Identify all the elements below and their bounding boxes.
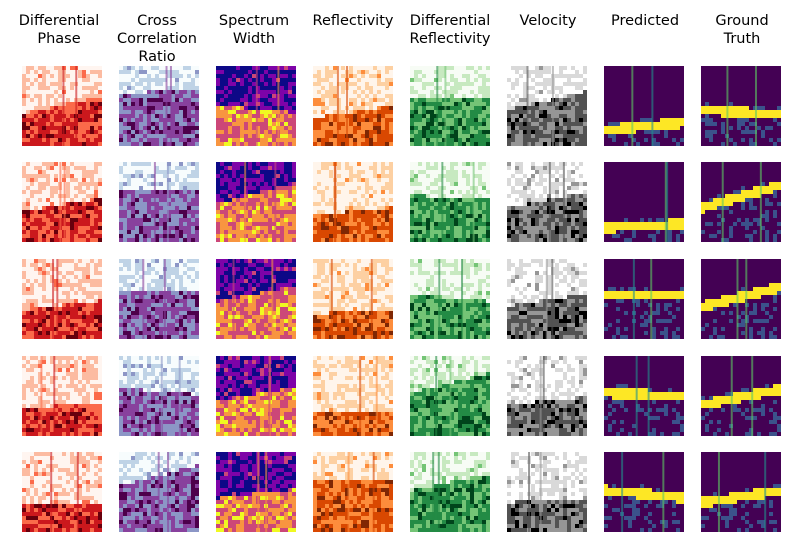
- panel-velocity-row-2: [507, 162, 587, 242]
- panel-image: [507, 452, 587, 532]
- panel-image: [410, 356, 490, 436]
- panel-differential-phase-row-5: [22, 452, 102, 532]
- panel-image: [216, 162, 296, 242]
- panel-reflectivity-row-1: [313, 66, 393, 146]
- panel-image: [22, 162, 102, 242]
- panel-reflectivity-row-3: [313, 259, 393, 339]
- panel-image: [604, 66, 684, 146]
- panel-image: [22, 66, 102, 146]
- header-reflectivity: Reflectivity: [312, 13, 394, 29]
- panel-reflectivity-row-2: [313, 162, 393, 242]
- panel-velocity-row-1: [507, 66, 587, 146]
- panel-velocity-row-3: [507, 259, 587, 339]
- panel-image: [22, 259, 102, 339]
- panel-predicted-row-5: [604, 452, 684, 532]
- panel-ground-truth-row-5: [701, 452, 781, 532]
- panel-velocity-row-4: [507, 356, 587, 436]
- panel-image: [313, 452, 393, 532]
- panel-predicted-row-4: [604, 356, 684, 436]
- panel-image: [701, 259, 781, 339]
- panel-differential-phase-row-2: [22, 162, 102, 242]
- panel-image: [119, 356, 199, 436]
- panel-spectrum-width-row-3: [216, 259, 296, 339]
- header-differential-reflectivity: Differential Reflectivity: [409, 13, 491, 47]
- panel-image: [410, 162, 490, 242]
- panel-image: [604, 259, 684, 339]
- panel-spectrum-width-row-2: [216, 162, 296, 242]
- panel-image: [119, 259, 199, 339]
- panel-ground-truth-row-2: [701, 162, 781, 242]
- panel-image: [313, 66, 393, 146]
- header-ground-truth: Ground Truth: [715, 13, 769, 47]
- panel-image: [119, 452, 199, 532]
- panel-ground-truth-row-1: [701, 66, 781, 146]
- panel-predicted-row-3: [604, 259, 684, 339]
- panel-image: [216, 66, 296, 146]
- header-differential-phase: Differential Phase: [18, 13, 100, 47]
- panel-image: [216, 452, 296, 532]
- panel-image: [216, 356, 296, 436]
- panel-cross-correlation-ratio-row-2: [119, 162, 199, 242]
- panel-cross-correlation-ratio-row-1: [119, 66, 199, 146]
- panel-image: [701, 162, 781, 242]
- panel-image: [313, 356, 393, 436]
- panel-image: [313, 162, 393, 242]
- panel-image: [410, 259, 490, 339]
- panel-image: [410, 452, 490, 532]
- panel-image: [604, 452, 684, 532]
- panel-spectrum-width-row-5: [216, 452, 296, 532]
- panel-image: [604, 356, 684, 436]
- panel-differential-reflectivity-row-4: [410, 356, 490, 436]
- panel-image: [22, 452, 102, 532]
- panel-differential-phase-row-3: [22, 259, 102, 339]
- panel-velocity-row-5: [507, 452, 587, 532]
- panel-image: [507, 356, 587, 436]
- panel-image: [313, 259, 393, 339]
- header-cross-correlation-ratio: Cross Correlation Ratio: [117, 13, 197, 65]
- panel-ground-truth-row-3: [701, 259, 781, 339]
- panel-cross-correlation-ratio-row-5: [119, 452, 199, 532]
- panel-image: [507, 162, 587, 242]
- panel-image: [507, 259, 587, 339]
- panel-differential-reflectivity-row-5: [410, 452, 490, 532]
- panel-image: [119, 66, 199, 146]
- panel-ground-truth-row-4: [701, 356, 781, 436]
- panel-spectrum-width-row-4: [216, 356, 296, 436]
- panel-cross-correlation-ratio-row-3: [119, 259, 199, 339]
- panel-cross-correlation-ratio-row-4: [119, 356, 199, 436]
- panel-image: [22, 356, 102, 436]
- panel-image: [507, 66, 587, 146]
- panel-predicted-row-1: [604, 66, 684, 146]
- panel-differential-reflectivity-row-3: [410, 259, 490, 339]
- header-predicted: Predicted: [610, 13, 680, 29]
- panel-predicted-row-2: [604, 162, 684, 242]
- panel-image: [216, 259, 296, 339]
- panel-image: [604, 162, 684, 242]
- header-velocity: Velocity: [519, 13, 577, 29]
- panel-image: [701, 356, 781, 436]
- panel-reflectivity-row-4: [313, 356, 393, 436]
- panel-image: [119, 162, 199, 242]
- panel-differential-reflectivity-row-2: [410, 162, 490, 242]
- panel-image: [701, 452, 781, 532]
- header-spectrum-width: Spectrum Width: [218, 13, 290, 47]
- panel-reflectivity-row-5: [313, 452, 393, 532]
- panel-spectrum-width-row-1: [216, 66, 296, 146]
- panel-image: [701, 66, 781, 146]
- panel-differential-reflectivity-row-1: [410, 66, 490, 146]
- panel-image: [410, 66, 490, 146]
- panel-differential-phase-row-4: [22, 356, 102, 436]
- panel-differential-phase-row-1: [22, 66, 102, 146]
